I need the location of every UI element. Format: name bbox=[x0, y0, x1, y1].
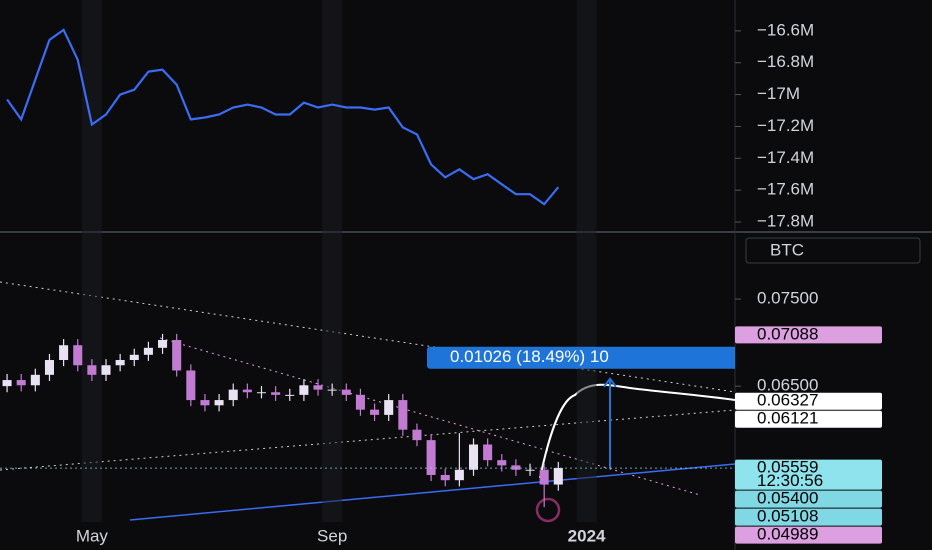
y-tick-label: 0.06500 bbox=[757, 376, 818, 395]
price-tag bbox=[735, 326, 882, 344]
candle-body bbox=[497, 460, 507, 466]
watermark bbox=[535, 497, 561, 523]
candle-body bbox=[172, 339, 182, 371]
candle-body bbox=[539, 469, 549, 485]
y-tick-label: −16.8M bbox=[757, 52, 814, 71]
candle-body bbox=[313, 385, 323, 390]
candle-body bbox=[228, 389, 238, 401]
x-tick-label: Sep bbox=[317, 526, 347, 545]
price-tag bbox=[735, 392, 882, 410]
price-tag-label: 0.06327 bbox=[757, 391, 818, 410]
candle-body bbox=[115, 360, 125, 366]
price-tag-label: 0.07088 bbox=[757, 324, 818, 343]
price-tag bbox=[735, 508, 882, 526]
candle-body bbox=[454, 469, 464, 481]
candle-body bbox=[271, 392, 281, 395]
candle-body bbox=[73, 345, 83, 366]
measure-label: 0.01026 (18.49%) 10 bbox=[450, 347, 609, 366]
y-tick-label: −17M bbox=[757, 84, 800, 103]
candle-body bbox=[412, 429, 422, 441]
y-tick-label: −17.6M bbox=[757, 180, 814, 199]
y-tick-label: −17.4M bbox=[757, 148, 814, 167]
candle-body bbox=[341, 389, 351, 395]
candle-body bbox=[327, 389, 337, 391]
candle-body bbox=[553, 468, 563, 485]
candle-body bbox=[426, 440, 436, 475]
price-tag bbox=[735, 526, 882, 544]
line-series bbox=[6, 28, 560, 206]
candle-body bbox=[468, 444, 479, 470]
candle-body bbox=[200, 400, 210, 406]
candle-body bbox=[370, 409, 380, 415]
candle-body bbox=[440, 474, 450, 481]
candle-body bbox=[511, 465, 521, 470]
candle-body bbox=[30, 374, 40, 386]
candle-body bbox=[256, 392, 267, 394]
trend-line bbox=[159, 337, 701, 496]
candle-body bbox=[101, 365, 111, 375]
candle-body bbox=[285, 394, 295, 396]
candle-body bbox=[87, 365, 97, 375]
candle-body bbox=[299, 385, 309, 395]
trend-line bbox=[129, 463, 735, 521]
candle-body bbox=[398, 400, 408, 430]
candle-body bbox=[158, 339, 168, 348]
candle-body bbox=[186, 370, 196, 401]
y-tick-label: −17.8M bbox=[757, 212, 814, 231]
candle-body bbox=[355, 394, 365, 410]
candle-body bbox=[214, 400, 224, 406]
price-tag bbox=[735, 459, 882, 490]
measure-box bbox=[427, 346, 735, 369]
candle-body bbox=[2, 380, 12, 387]
symbol: BTC bbox=[770, 240, 804, 259]
candle-body bbox=[16, 380, 26, 386]
y-tick-label: 0.07500 bbox=[757, 289, 818, 308]
candle-body bbox=[44, 360, 54, 375]
price-tag-label: 0.05108 bbox=[757, 507, 818, 526]
x-tick-label: May bbox=[76, 526, 109, 545]
price-tag-label: 0.06121 bbox=[757, 409, 818, 428]
price-tag-label: 0.05400 bbox=[757, 489, 818, 508]
countdown: 12:30:56 bbox=[757, 471, 823, 490]
y-tick-label: −16.6M bbox=[757, 20, 814, 39]
candle-body bbox=[525, 469, 535, 471]
price-tag bbox=[735, 490, 882, 508]
candle-body bbox=[59, 345, 69, 361]
price-tag bbox=[735, 410, 882, 428]
trend-line bbox=[0, 281, 735, 393]
candle-body bbox=[242, 389, 252, 393]
candle-body bbox=[129, 354, 139, 361]
candle-body bbox=[384, 400, 394, 415]
price-tag-label: 0.05559 bbox=[757, 458, 818, 477]
candle-body bbox=[483, 444, 493, 461]
candle-body bbox=[143, 347, 153, 355]
measure-arrowhead bbox=[603, 377, 617, 388]
x-tick-label: 2024 bbox=[568, 526, 606, 545]
plot-area: 0.01026 (18.49%) 10 bbox=[0, 0, 735, 522]
price-tag-label: 0.04989 bbox=[757, 525, 818, 544]
y-tick-label: −17.2M bbox=[757, 116, 814, 135]
symbol-box[interactable] bbox=[745, 237, 921, 264]
